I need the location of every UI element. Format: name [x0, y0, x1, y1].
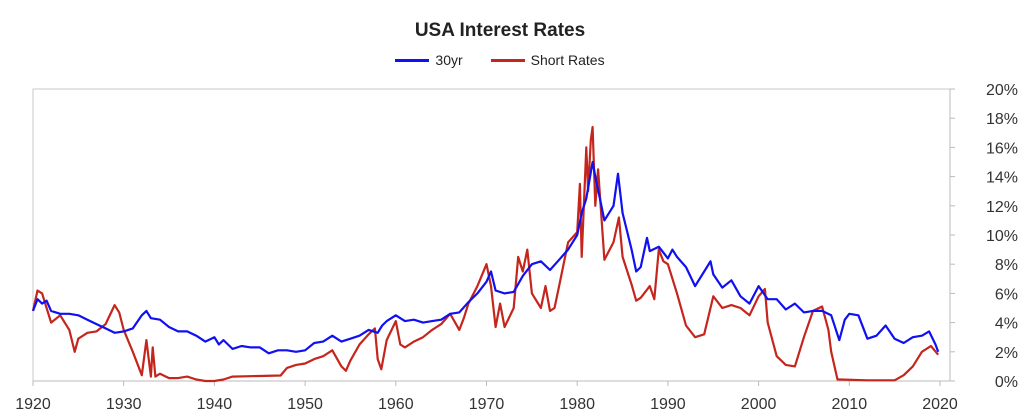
y-tick-label: 20% [986, 82, 1018, 99]
x-tick-label: 1920 [15, 396, 51, 413]
x-tick-label: 1970 [469, 396, 505, 413]
chart-title: USA Interest Rates [414, 20, 586, 41]
y-tick-label: 2% [995, 345, 1018, 362]
series-line-30yr [31, 160, 940, 355]
x-tick-label: 2000 [741, 396, 777, 413]
legend-swatch-short-rates [490, 58, 525, 62]
x-tick-label: 2020 [922, 396, 958, 413]
x-tick-label: 1960 [378, 396, 414, 413]
y-tick-label: 8% [995, 257, 1018, 274]
y-tick-label: 12% [986, 199, 1018, 216]
x-tick-label: 1950 [287, 396, 323, 413]
y-tick-label: 0% [995, 374, 1018, 391]
y-tick-label: 6% [995, 286, 1018, 303]
x-tick-label: 1930 [106, 396, 142, 413]
x-tick-label: 1940 [197, 396, 233, 413]
y-tick-label: 14% [986, 170, 1018, 187]
y-tick-label: 4% [995, 316, 1018, 333]
legend-label-30yr: 30yr [435, 52, 463, 68]
x-tick-label: 1990 [650, 396, 686, 413]
legend-item-short-rates: Short Rates [490, 52, 605, 68]
y-tick-label: 18% [986, 111, 1018, 128]
legend-item-30yr: 30yr [395, 52, 463, 68]
legend: 30yr Short Rates [0, 52, 1000, 68]
legend-swatch-30yr [395, 58, 430, 62]
series-line-short-rates [31, 125, 940, 383]
legend-label-short-rates: Short Rates [530, 52, 605, 68]
plot-frame [32, 88, 951, 382]
y-tick-label: 10% [986, 228, 1018, 245]
x-tick-label: 2010 [832, 396, 868, 413]
x-tick-label: 1980 [559, 396, 595, 413]
y-tick-label: 16% [986, 140, 1018, 157]
